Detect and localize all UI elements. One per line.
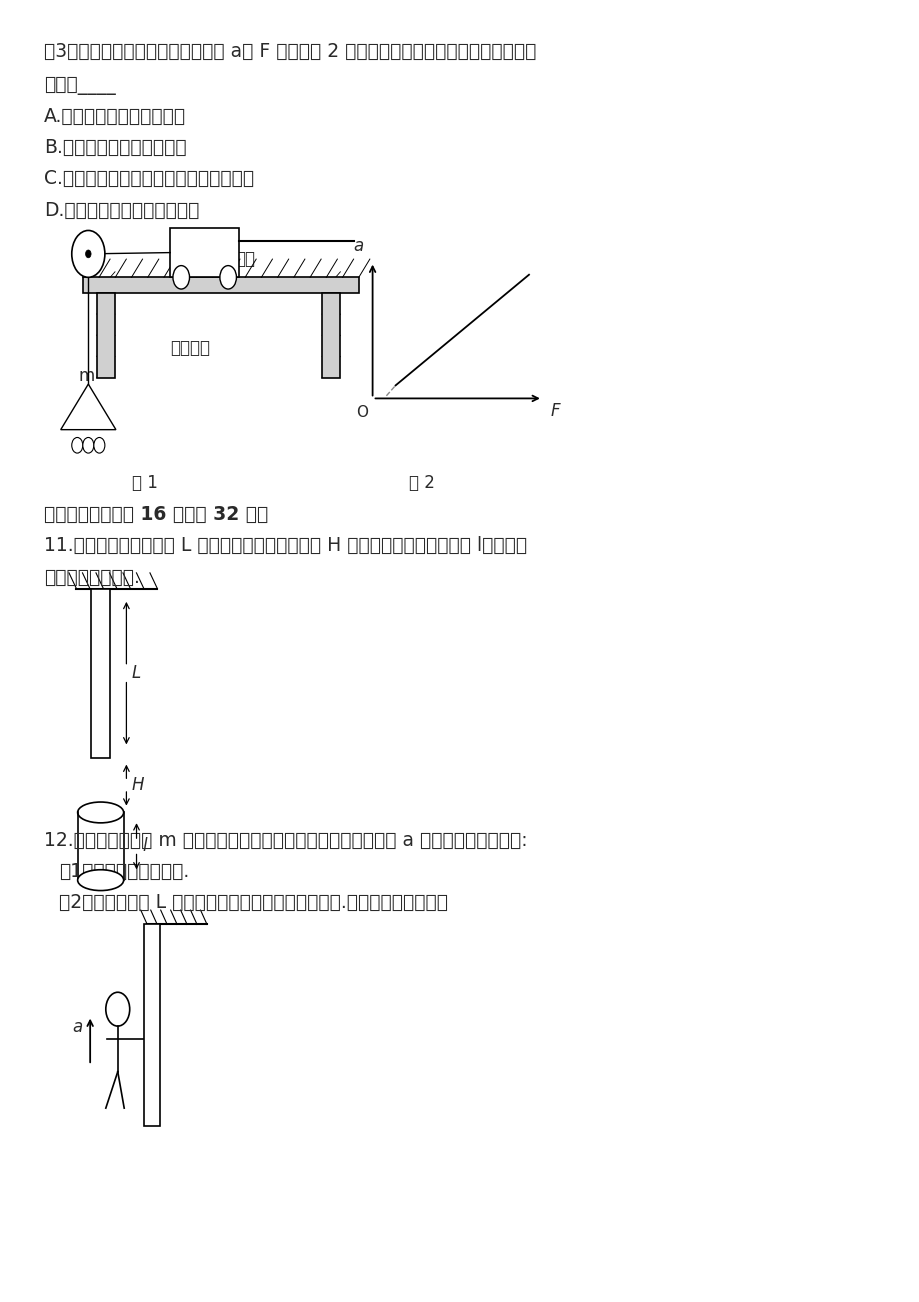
Text: 三、计算题（每题 16 分，共 32 分）: 三、计算题（每题 16 分，共 32 分） xyxy=(44,505,268,525)
Text: D.　实验中小车质量发生变化: D. 实验中小车质量发生变化 xyxy=(44,201,199,220)
Bar xyxy=(96,293,115,378)
Text: a: a xyxy=(353,237,363,255)
Text: H: H xyxy=(131,776,144,794)
Bar xyxy=(143,924,160,1126)
Circle shape xyxy=(72,437,83,453)
Bar xyxy=(170,228,239,277)
Text: 过图筒所用的时间.: 过图筒所用的时间. xyxy=(44,568,140,587)
Text: 12.如图一个质量为 m 的小孩，沿竞直方向的直杆，从静止开始以 a 的加速度向上爬，求:: 12.如图一个质量为 m 的小孩，沿竞直方向的直杆，从静止开始以 a 的加速度向… xyxy=(44,831,528,850)
Circle shape xyxy=(94,437,105,453)
Text: （3）某组同学实验得出数据，画出 a－ F 图象如图 2 所示，那么该组同学实验中出现的问题: （3）某组同学实验得出数据，画出 a－ F 图象如图 2 所示，那么该组同学实验… xyxy=(44,42,536,61)
Text: 纸带: 纸带 xyxy=(235,250,255,268)
Circle shape xyxy=(220,266,236,289)
Text: L: L xyxy=(131,664,141,682)
Text: B.　实验中摩擦力平衡过度: B. 实验中摩擦力平衡过度 xyxy=(44,138,187,158)
Text: （1）小孩对杆的作用力.: （1）小孩对杆的作用力. xyxy=(59,862,189,881)
Text: l: l xyxy=(142,837,146,855)
Text: 图 1: 图 1 xyxy=(131,474,157,492)
Text: 图 2: 图 2 xyxy=(409,474,435,492)
Text: 可能是____: 可能是____ xyxy=(44,76,116,95)
Text: 11.如图所示，一根长为 L 的直杆从一图筒的上方高 H 处自由下落，该图筒高为 l，求杆穿: 11.如图所示，一根长为 L 的直杆从一图筒的上方高 H 处自由下落，该图筒高为… xyxy=(44,536,527,556)
Text: m: m xyxy=(78,367,95,385)
Circle shape xyxy=(72,230,105,277)
Text: （2）如果杆长为 L 小孩从杆底端爬到杆顶端时的速度.（小孩可看作质点）: （2）如果杆长为 L 小孩从杆底端爬到杆顶端时的速度.（小孩可看作质点） xyxy=(59,893,448,913)
Ellipse shape xyxy=(77,870,123,891)
Text: C.　实验中绳子拉力方向没有跟平板平行: C. 实验中绳子拉力方向没有跟平板平行 xyxy=(44,169,254,189)
Polygon shape xyxy=(61,384,116,430)
Text: M: M xyxy=(193,250,208,268)
Circle shape xyxy=(85,250,91,258)
Text: O: O xyxy=(356,405,368,421)
Bar xyxy=(322,293,340,378)
Text: 实验装置: 实验装置 xyxy=(170,339,210,357)
Bar xyxy=(83,277,358,293)
Text: a: a xyxy=(73,1018,83,1036)
Circle shape xyxy=(173,266,189,289)
Circle shape xyxy=(83,437,94,453)
Text: F: F xyxy=(550,402,559,421)
Text: A.　实验中摩擦力没有平衡: A. 实验中摩擦力没有平衡 xyxy=(44,107,186,126)
Bar xyxy=(91,589,109,758)
